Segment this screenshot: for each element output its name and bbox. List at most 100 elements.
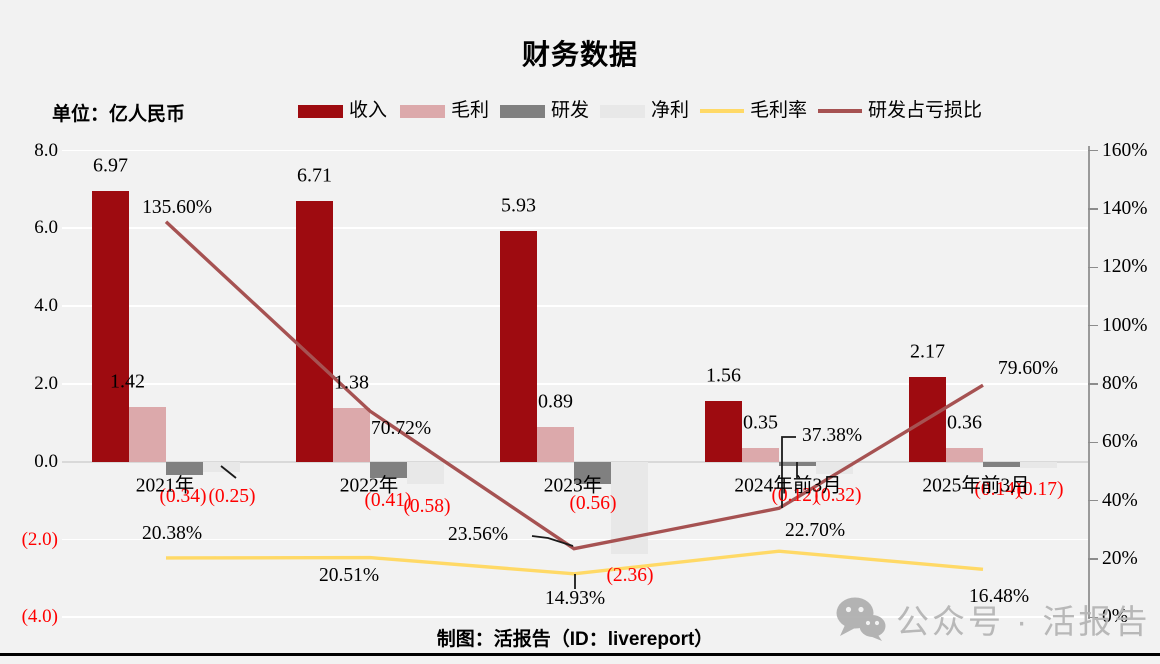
value-label-revenue-1: 6.71 bbox=[297, 164, 332, 187]
left-axis-label-0: 8.0 bbox=[34, 139, 58, 161]
line-label-gross_margin-0: 20.38% bbox=[141, 523, 203, 544]
bar-net_profit-4 bbox=[1020, 461, 1057, 469]
bar-rnd-2 bbox=[574, 461, 611, 484]
line-label-rnd_loss_ratio-0: 135.60% bbox=[142, 197, 212, 218]
value-label-net_profit-3: (0.32) bbox=[814, 485, 862, 506]
left-axis-label-3: 2.0 bbox=[34, 373, 58, 394]
right-axis-line bbox=[1088, 146, 1090, 619]
legend-label-rnd_loss_ratio: 研发占亏损比 bbox=[868, 100, 983, 121]
right-axis-label-6: 40% bbox=[1102, 489, 1138, 511]
line-label-rnd_loss_ratio-3: 37.38% bbox=[801, 425, 863, 446]
line-label-gross_margin-2: 14.93% bbox=[544, 588, 606, 609]
right-axis-tick-2 bbox=[1088, 266, 1098, 269]
x-axis-label-0: 2021年 bbox=[135, 475, 195, 497]
legend-label-revenue: 收入 bbox=[349, 100, 388, 121]
legend-item-revenue: 收入 bbox=[298, 100, 388, 121]
bar-gross_profit-3 bbox=[742, 448, 779, 462]
value-label-rnd-0: (0.34) bbox=[159, 486, 207, 507]
value-label-gross_profit-2: 0.89 bbox=[538, 390, 573, 413]
right-axis-tick-4 bbox=[1088, 383, 1098, 385]
value-label-revenue-3: 1.56 bbox=[706, 364, 741, 387]
legend-label-net_profit: 净利 bbox=[651, 100, 690, 121]
right-axis-tick-8 bbox=[1088, 616, 1098, 619]
bar-revenue-1 bbox=[296, 200, 333, 462]
value-label-gross_profit-3: 0.35 bbox=[743, 411, 778, 434]
value-label-rnd-4: (0.14) bbox=[974, 479, 1022, 500]
leader-line-1 bbox=[531, 535, 574, 547]
gridline-4 bbox=[62, 305, 1088, 307]
wechat-icon bbox=[836, 597, 886, 641]
value-label-revenue-2: 5.93 bbox=[501, 194, 536, 217]
x-axis-label-4: 2025年前3月 bbox=[922, 475, 1030, 497]
legend-item-gross_profit: 毛利 bbox=[400, 100, 490, 121]
value-label-net_profit-4: (0.17) bbox=[1016, 479, 1064, 500]
value-label-revenue-4: 2.17 bbox=[910, 340, 945, 363]
left-axis-label-1: 6.0 bbox=[34, 217, 58, 239]
line-label-gross_margin-4: 16.48% bbox=[968, 586, 1030, 607]
right-axis-label-5: 60% bbox=[1102, 431, 1138, 453]
right-axis-label-4: 80% bbox=[1102, 373, 1138, 394]
legend-label-gross_margin: 毛利率 bbox=[750, 100, 808, 121]
bar-gross_profit-4 bbox=[946, 447, 983, 462]
bar-rnd-0 bbox=[166, 461, 203, 476]
gridline--2 bbox=[62, 538, 1088, 541]
bar-revenue-2 bbox=[500, 231, 537, 462]
left-axis-label-2: 4.0 bbox=[34, 295, 58, 317]
value-label-rnd-1: (0.41) bbox=[364, 490, 412, 511]
right-axis-tick-5 bbox=[1088, 441, 1098, 444]
value-label-net_profit-0: (0.25) bbox=[208, 486, 256, 507]
unit-label: 单位：亿人民币 bbox=[52, 104, 186, 125]
left-axis-label-6: (4.0) bbox=[21, 606, 58, 628]
left-axis-label-4: 0.0 bbox=[34, 450, 58, 472]
value-label-net_profit-1: (0.58) bbox=[403, 496, 451, 517]
bar-gross_profit-0 bbox=[129, 406, 166, 462]
line-label-gross_margin-1: 20.51% bbox=[318, 565, 380, 586]
right-axis-tick-3 bbox=[1088, 324, 1098, 327]
bar-gross_profit-1 bbox=[333, 408, 370, 462]
bar-net_profit-1 bbox=[407, 461, 444, 485]
watermark: 公众号 · 活报告 bbox=[836, 595, 1150, 643]
legend-label-gross_profit: 毛利 bbox=[451, 100, 490, 121]
legend-swatch-net_profit bbox=[600, 104, 645, 118]
gridline-8 bbox=[62, 149, 1088, 152]
value-label-gross_profit-1: 1.38 bbox=[334, 371, 369, 394]
value-label-rnd-2: (0.56) bbox=[569, 493, 617, 514]
legend-item-rnd_loss_ratio: 研发占亏损比 bbox=[818, 100, 983, 121]
footer-caption: 制图：活报告（ID：livereport） bbox=[436, 629, 714, 650]
left-axis-label-5: (2.0) bbox=[21, 528, 58, 550]
line-label-rnd_loss_ratio-4: 79.60% bbox=[997, 358, 1059, 379]
bar-rnd-1 bbox=[370, 461, 407, 478]
gridline-6 bbox=[62, 227, 1088, 229]
line-label-rnd_loss_ratio-2: 23.56% bbox=[447, 524, 509, 545]
x-axis-label-1: 2022年 bbox=[339, 475, 399, 497]
leader-line-0 bbox=[220, 465, 237, 479]
legend-swatch-rnd bbox=[500, 104, 545, 118]
legend-swatch-revenue bbox=[298, 104, 343, 118]
right-axis-tick-6 bbox=[1088, 499, 1098, 502]
gridline--4 bbox=[62, 616, 1088, 618]
right-axis-label-2: 120% bbox=[1102, 256, 1148, 278]
right-axis-label-8: 0% bbox=[1102, 606, 1128, 628]
gridline-2 bbox=[62, 383, 1088, 385]
leader-line-3 bbox=[781, 436, 796, 508]
watermark-text: 公众号 · 活报告 bbox=[896, 603, 1151, 640]
legend-swatch-gross_profit bbox=[400, 104, 445, 118]
bar-rnd-4 bbox=[983, 461, 1020, 468]
line-gross_margin bbox=[165, 549, 984, 576]
bar-revenue-3 bbox=[705, 401, 742, 462]
value-label-revenue-0: 6.97 bbox=[93, 154, 128, 177]
bottom-border bbox=[0, 653, 1160, 656]
legend-swatch-gross_margin bbox=[700, 109, 744, 113]
right-axis-label-0: 160% bbox=[1102, 139, 1148, 161]
line-label-gross_margin-3: 22.70% bbox=[784, 520, 846, 541]
line-rnd_loss_ratio bbox=[164, 220, 984, 551]
right-axis-tick-7 bbox=[1088, 558, 1098, 560]
line-label-rnd_loss_ratio-1: 70.72% bbox=[370, 418, 432, 439]
value-label-net_profit-2: (2.36) bbox=[606, 565, 654, 586]
right-axis-label-3: 100% bbox=[1102, 314, 1148, 336]
x-axis-label-3: 2024年前3月 bbox=[734, 475, 842, 497]
value-label-gross_profit-4: 0.36 bbox=[947, 411, 982, 434]
legend-item-rnd: 研发 bbox=[500, 101, 589, 120]
